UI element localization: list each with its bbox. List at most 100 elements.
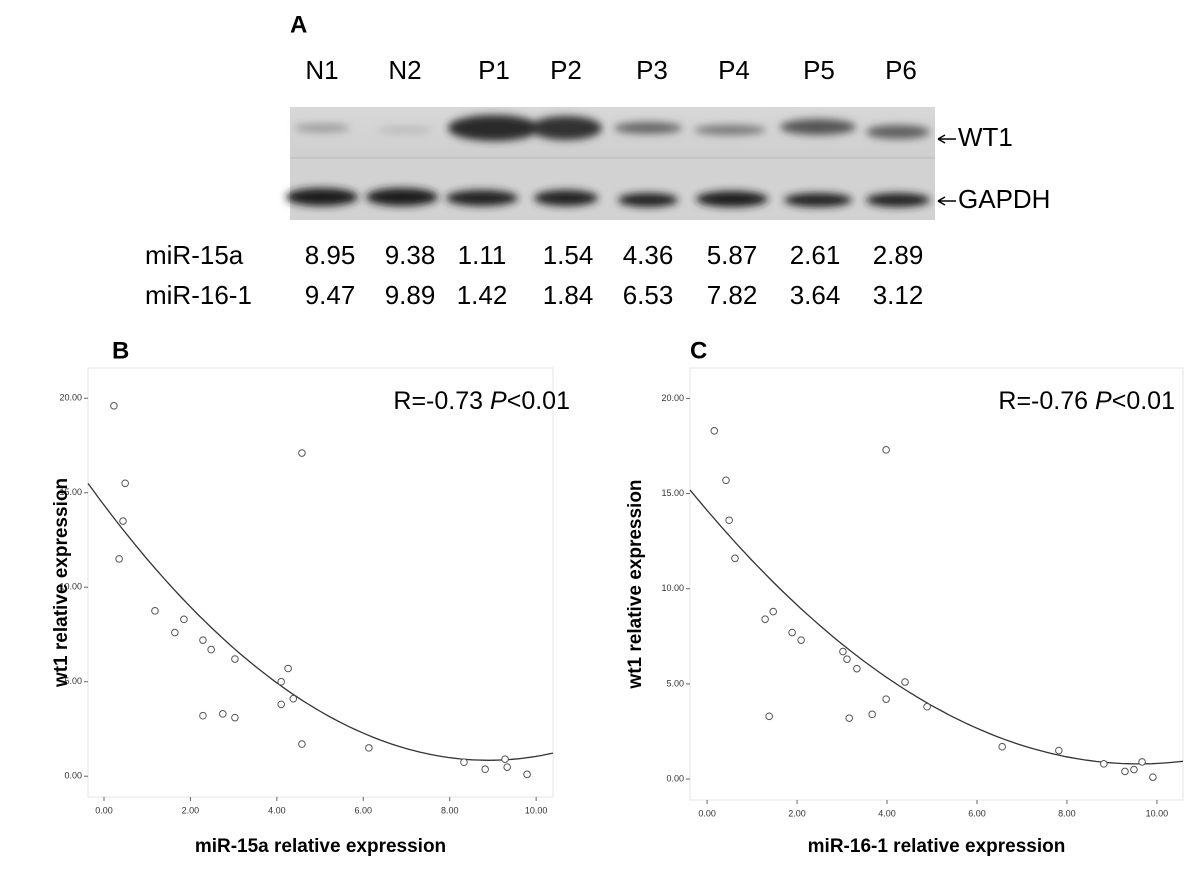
y-tick-label: 20.00 xyxy=(59,393,82,403)
band xyxy=(377,127,433,133)
table-value: 9.38 xyxy=(385,240,436,270)
table-value: 1.54 xyxy=(543,240,594,270)
point xyxy=(901,678,909,686)
band xyxy=(446,190,518,206)
table-value: 2.61 xyxy=(790,240,841,270)
lane-label: P5 xyxy=(803,55,835,85)
point xyxy=(788,628,796,637)
x-tick-label: 10.00 xyxy=(525,805,548,815)
y-tick-label: 10.00 xyxy=(59,582,82,592)
band xyxy=(784,193,852,207)
point xyxy=(1149,773,1157,781)
annotation: R=-0.73 P<0.01 xyxy=(393,387,570,415)
fit-curve xyxy=(689,489,1184,765)
lane-label: P3 xyxy=(636,55,668,85)
point xyxy=(882,695,890,703)
point xyxy=(365,744,373,752)
point xyxy=(1130,765,1138,774)
point xyxy=(853,664,861,673)
point xyxy=(219,710,227,718)
point xyxy=(769,607,778,616)
band xyxy=(780,119,856,135)
point xyxy=(1138,758,1146,766)
table-value: 8.95 xyxy=(305,240,356,270)
y-tick-label: 20.00 xyxy=(661,393,684,403)
y-tick-label: 5.00 xyxy=(64,676,82,686)
band xyxy=(366,188,438,206)
point xyxy=(199,711,207,720)
annotation-part: <0.01 xyxy=(507,387,570,415)
table-value: 9.89 xyxy=(385,280,436,310)
panel-letter: A xyxy=(290,11,307,38)
x-tick-label: 6.00 xyxy=(968,808,986,818)
x-tick-label: 8.00 xyxy=(441,805,459,815)
table-value: 1.84 xyxy=(543,280,594,310)
point xyxy=(289,694,298,703)
point xyxy=(998,742,1006,751)
y-axis-label: wt1 relative expression xyxy=(51,478,72,688)
band xyxy=(448,115,540,141)
table-value: 9.47 xyxy=(305,280,356,310)
x-tick-label: 2.00 xyxy=(788,808,806,818)
band xyxy=(618,193,678,207)
plot-frame xyxy=(689,367,1184,801)
band xyxy=(530,116,602,140)
point xyxy=(710,427,719,435)
row-label: miR-15a xyxy=(145,240,244,270)
lane-label: P4 xyxy=(718,55,750,85)
y-tick-label: 0.00 xyxy=(666,773,684,783)
y-tick-label: 15.00 xyxy=(59,487,82,497)
band xyxy=(866,125,930,139)
x-tick-label: 8.00 xyxy=(1058,808,1076,818)
protein-label: WT1 xyxy=(958,122,1013,152)
band xyxy=(294,124,350,132)
point xyxy=(1121,767,1129,776)
point xyxy=(481,765,489,774)
table-value: 6.53 xyxy=(623,280,674,310)
lane-label: N1 xyxy=(305,55,338,85)
point xyxy=(115,555,123,563)
table-value: 2.89 xyxy=(873,240,924,270)
point xyxy=(460,758,468,767)
lane-label: P1 xyxy=(478,55,510,85)
arrow xyxy=(937,134,956,144)
x-tick-label: 6.00 xyxy=(355,805,373,815)
point xyxy=(151,607,159,615)
x-tick-label: 4.00 xyxy=(268,805,286,815)
y-tick-label: 5.00 xyxy=(666,678,684,688)
point xyxy=(199,636,207,644)
point xyxy=(284,664,292,673)
table-value: 1.11 xyxy=(458,240,507,270)
point xyxy=(1100,760,1108,768)
annotation-part: P xyxy=(1095,387,1112,415)
protein-label: GAPDH xyxy=(958,184,1050,214)
point xyxy=(725,516,733,525)
y-tick-label: 15.00 xyxy=(661,488,684,498)
point xyxy=(523,770,531,779)
panel-letter: C xyxy=(690,337,707,364)
band xyxy=(614,122,682,134)
point xyxy=(923,702,931,711)
table-value: 3.64 xyxy=(790,280,841,310)
point xyxy=(868,710,876,719)
point xyxy=(839,647,847,656)
lane-label: P6 xyxy=(885,55,917,85)
point xyxy=(882,446,890,454)
panel-letter: B xyxy=(112,337,129,364)
annotation: R=-0.76 P<0.01 xyxy=(998,387,1175,415)
point xyxy=(180,615,188,624)
point xyxy=(171,628,179,637)
point xyxy=(722,476,730,485)
point xyxy=(110,401,118,410)
point xyxy=(298,449,306,457)
x-axis-label: miR-16-1 relative expression xyxy=(808,836,1066,857)
point xyxy=(231,713,239,722)
point xyxy=(503,763,511,771)
point xyxy=(1055,746,1063,755)
y-tick-label: 0.00 xyxy=(64,771,82,781)
band xyxy=(866,193,930,207)
point xyxy=(119,517,127,525)
point xyxy=(843,655,851,663)
point xyxy=(797,636,805,644)
